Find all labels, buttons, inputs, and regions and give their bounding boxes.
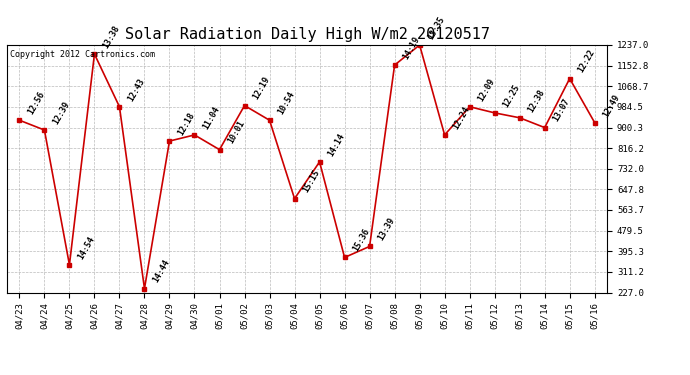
Title: Solar Radiation Daily High W/m2 20120517: Solar Radiation Daily High W/m2 20120517: [125, 27, 489, 42]
Text: 12:38: 12:38: [526, 87, 547, 114]
Text: 13:07: 13:07: [551, 97, 572, 123]
Text: 12:49: 12:49: [602, 92, 622, 118]
Text: 14:14: 14:14: [326, 132, 347, 158]
Text: 11:04: 11:04: [201, 105, 221, 131]
Text: 10:54: 10:54: [277, 90, 297, 116]
Text: 14:54: 14:54: [77, 234, 97, 261]
Text: 12:24: 12:24: [451, 105, 472, 131]
Text: 13:39: 13:39: [377, 216, 397, 242]
Text: 12:22: 12:22: [577, 48, 597, 74]
Text: 15:15: 15:15: [302, 168, 322, 195]
Text: 12:56: 12:56: [26, 90, 47, 116]
Text: 12:09: 12:09: [477, 76, 497, 103]
Text: Copyright 2012 Cartronics.com: Copyright 2012 Cartronics.com: [10, 50, 155, 59]
Text: 10:01: 10:01: [226, 119, 247, 146]
Text: 13:38: 13:38: [101, 24, 121, 50]
Text: 12:18: 12:18: [177, 111, 197, 137]
Text: 12:25: 12:25: [502, 82, 522, 109]
Text: 14:44: 14:44: [151, 258, 172, 284]
Text: 12:43: 12:43: [126, 76, 147, 103]
Text: 15:36: 15:36: [351, 227, 372, 253]
Text: 12:39: 12:39: [51, 100, 72, 126]
Text: 12:19: 12:19: [251, 75, 272, 101]
Text: 13:35: 13:35: [426, 15, 447, 41]
Text: 14:19: 14:19: [402, 35, 422, 61]
